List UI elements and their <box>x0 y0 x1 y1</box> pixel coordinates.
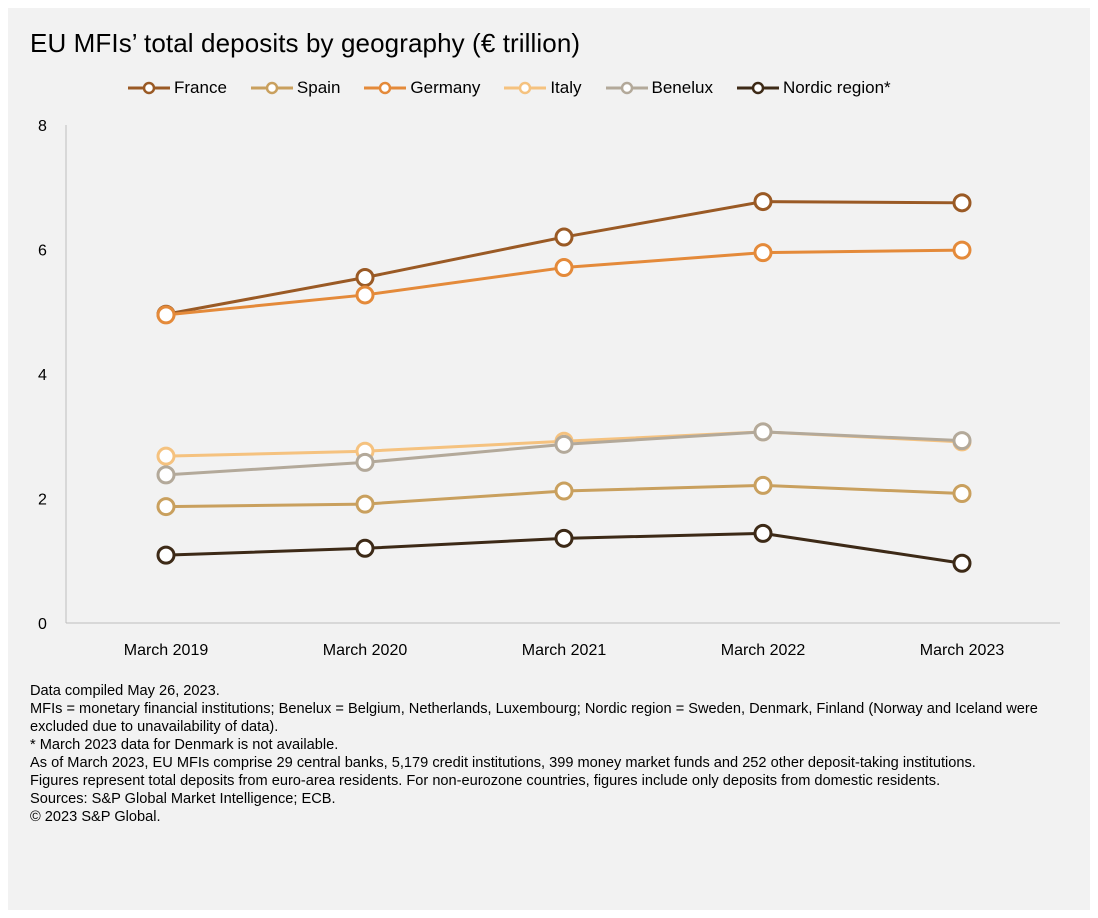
y-tick-label-8: 8 <box>38 118 47 135</box>
legend-label-benelux: Benelux <box>651 78 713 97</box>
data-point-spain-march-2023 <box>952 484 972 504</box>
note-figures: Figures represent total deposits from eu… <box>30 773 941 789</box>
legend-label-italy: Italy <box>550 78 582 97</box>
legend-item-benelux: Benelux <box>604 78 713 98</box>
data-point-nordic-region-march-2022 <box>753 523 773 543</box>
data-point-benelux-march-2021 <box>554 434 574 454</box>
data-point-spain-march-2019 <box>156 497 176 517</box>
y-tick-label-2: 2 <box>38 492 47 509</box>
x-tick-label-march-2022: March 2022 <box>721 642 806 659</box>
x-tick-label-march-2019: March 2019 <box>124 642 209 659</box>
legend-label-spain: Spain <box>296 78 341 97</box>
legend-label-france: France <box>174 78 227 97</box>
data-point-benelux-march-2019 <box>156 465 176 485</box>
data-point-italy-march-2019 <box>156 446 176 466</box>
chart-notes: Data compiled May 26, 2023. MFIs = monet… <box>30 682 1070 826</box>
legend-marker-germany <box>364 81 407 95</box>
y-tick-label-6: 6 <box>38 243 47 260</box>
note-denmark: * March 2023 data for Denmark is not ava… <box>30 737 339 753</box>
legend-marker-nordic-region <box>736 81 779 95</box>
legend-label-nordic-region: Nordic region* <box>782 78 891 97</box>
note-definitions: MFIs = monetary financial institutions; … <box>30 701 1038 735</box>
y-tick-label-4: 4 <box>38 367 47 384</box>
data-point-france-march-2020 <box>355 268 375 288</box>
data-point-spain-march-2020 <box>355 494 375 514</box>
legend-label-germany: Germany <box>410 78 481 97</box>
note-copyright: © 2023 S&P Global. <box>30 809 161 825</box>
data-point-benelux-march-2020 <box>355 452 375 472</box>
chart-legend: France Spain Germany Italy Benelux Nordic reg… <box>126 78 891 98</box>
x-tick-label-march-2023: March 2023 <box>920 642 1005 659</box>
chart-panel: EU MFIs’ total deposits by geography (€ … <box>8 8 1090 910</box>
legend-item-germany: Germany <box>362 78 480 98</box>
data-point-nordic-region-march-2021 <box>554 528 574 548</box>
x-tick-label-march-2020: March 2020 <box>323 642 408 659</box>
legend-marker-spain <box>250 81 293 95</box>
note-sources: Sources: S&P Global Market Intelligence;… <box>30 791 336 807</box>
data-point-france-march-2023 <box>952 193 972 213</box>
note-compiled-date: Data compiled May 26, 2023. <box>30 683 220 699</box>
line-chart: 0 2 4 6 8 March 2019 March 2020 March 2021 March… <box>38 118 1060 659</box>
legend-marker-benelux <box>605 81 648 95</box>
legend-item-nordic-region: Nordic region* <box>735 78 891 98</box>
data-point-benelux-march-2022 <box>753 422 773 442</box>
series-line-france <box>165 200 963 316</box>
data-point-nordic-region-march-2023 <box>952 553 972 573</box>
legend-item-spain: Spain <box>249 78 340 98</box>
note-mfi-composition: As of March 2023, EU MFIs comprise 29 ce… <box>30 755 976 771</box>
data-point-germany-march-2021 <box>554 258 574 278</box>
data-point-france-march-2022 <box>753 192 773 212</box>
x-tick-label-march-2021: March 2021 <box>522 642 607 659</box>
data-point-germany-march-2022 <box>753 243 773 263</box>
data-point-spain-march-2022 <box>753 475 773 495</box>
data-point-germany-march-2020 <box>355 285 375 305</box>
legend-marker-france <box>128 81 170 95</box>
data-point-germany-march-2023 <box>952 240 972 260</box>
data-point-france-march-2021 <box>554 227 574 247</box>
legend-item-france: France <box>126 78 227 98</box>
data-point-spain-march-2021 <box>554 481 574 501</box>
legend-marker-italy <box>504 81 547 95</box>
data-point-germany-march-2019 <box>156 305 176 325</box>
data-point-nordic-region-march-2019 <box>156 545 176 565</box>
data-point-benelux-march-2023 <box>952 431 972 451</box>
legend-item-italy: Italy <box>502 78 582 98</box>
y-tick-label-0: 0 <box>38 616 47 633</box>
data-point-nordic-region-march-2020 <box>355 538 375 558</box>
chart-title: EU MFIs’ total deposits by geography (€ … <box>30 28 581 58</box>
